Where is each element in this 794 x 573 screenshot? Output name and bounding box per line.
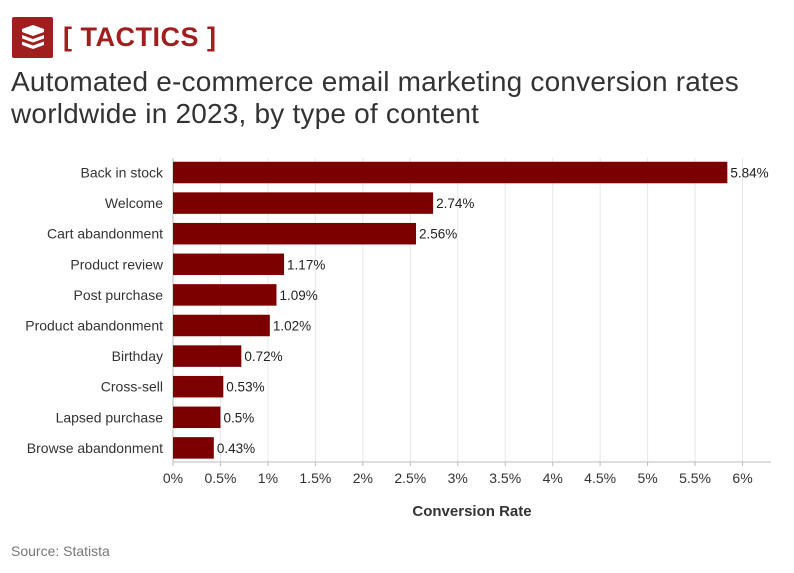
x-axis-title: Conversion Rate <box>412 503 531 520</box>
x-tick-label: 3% <box>448 470 468 486</box>
brand-name: [ TACTICS ] <box>63 21 217 52</box>
value-label: 2.56% <box>419 227 457 242</box>
category-label: Lapsed purchase <box>56 409 164 425</box>
x-tick-label: 2.5% <box>394 470 426 486</box>
x-tick-label: 4% <box>543 470 563 486</box>
x-tick-label: 5.5% <box>679 470 711 486</box>
category-label: Welcome <box>105 195 163 211</box>
value-label: 2.74% <box>436 196 474 211</box>
bar <box>173 253 285 276</box>
x-tick-label: 0% <box>163 470 183 486</box>
x-tick-label: 2% <box>353 470 373 486</box>
category-label: Back in stock <box>81 165 164 181</box>
bar <box>173 406 221 429</box>
bar <box>173 375 224 398</box>
x-tick-label: 5% <box>637 470 657 486</box>
category-label: Browse abandonment <box>27 440 163 456</box>
bar <box>173 222 416 245</box>
value-label: 1.17% <box>287 257 325 272</box>
bar <box>173 314 270 337</box>
category-label: Product review <box>70 256 163 272</box>
value-label: 5.84% <box>730 166 768 181</box>
x-tick-label: 1% <box>258 470 278 486</box>
bar <box>173 161 728 184</box>
bar <box>173 192 434 214</box>
value-label: 1.02% <box>273 319 311 334</box>
chart-title-line-1: Automated e-commerce email marketing con… <box>11 66 740 97</box>
value-label: 1.09% <box>279 288 317 303</box>
source-note: Source: Statista <box>11 543 110 559</box>
chart-title-line-2: worldwide in 2023, by type of content <box>11 98 480 129</box>
value-label: 0.43% <box>217 441 255 456</box>
category-label: Post purchase <box>74 287 164 303</box>
category-label: Cross-sell <box>101 379 163 395</box>
bar <box>173 284 277 306</box>
bar <box>173 345 242 367</box>
x-tick-label: 3.5% <box>489 470 521 486</box>
category-label: Product abandonment <box>25 318 163 334</box>
bar <box>173 437 214 459</box>
chart-title: Automated e-commerce email marketing con… <box>11 66 786 130</box>
stacked-layers-icon <box>12 16 53 58</box>
x-tick-label: 1.5% <box>299 470 331 486</box>
value-label: 0.5% <box>223 410 254 425</box>
x-tick-label: 6% <box>732 470 752 486</box>
value-label: 0.72% <box>244 349 282 364</box>
x-tick-label: 4.5% <box>584 470 616 486</box>
category-label: Cart abandonment <box>47 226 163 242</box>
category-label: Birthday <box>112 348 163 364</box>
x-tick-label: 0.5% <box>204 470 236 486</box>
value-label: 0.53% <box>226 380 264 395</box>
brand-logo: [ TACTICS ] <box>12 16 216 58</box>
